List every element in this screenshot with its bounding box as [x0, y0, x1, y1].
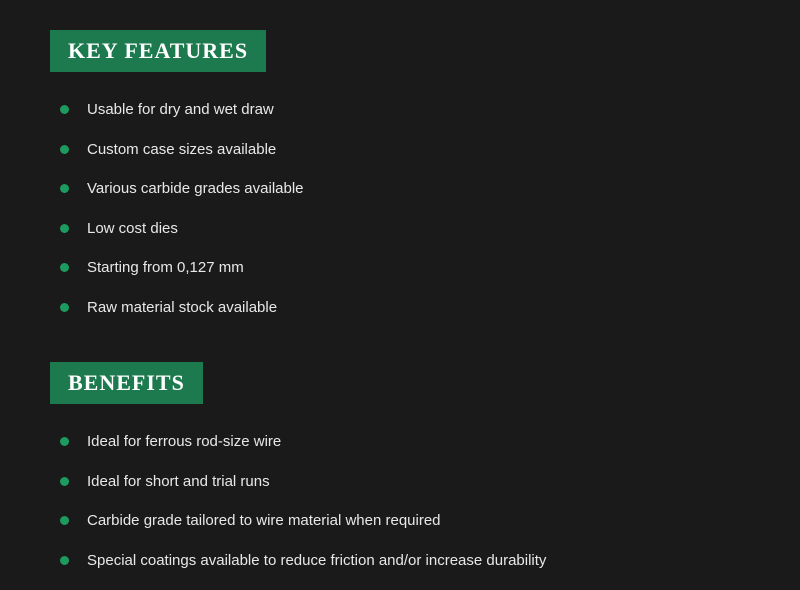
item-text: Low cost dies — [87, 219, 178, 239]
bullet-icon — [60, 477, 69, 486]
item-text: Usable for dry and wet draw — [87, 100, 274, 120]
bullet-icon — [60, 303, 69, 312]
list-item: Special coatings available to reduce fri… — [60, 551, 750, 571]
item-text: Various carbide grades available — [87, 179, 304, 199]
bullet-icon — [60, 184, 69, 193]
list-item: Raw material stock available — [60, 298, 750, 318]
list-item: Usable for dry and wet draw — [60, 100, 750, 120]
bullet-icon — [60, 224, 69, 233]
benefits-header: BENEFITS — [50, 362, 203, 404]
item-text: Starting from 0,127 mm — [87, 258, 244, 278]
list-item: Various carbide grades available — [60, 179, 750, 199]
bullet-icon — [60, 437, 69, 446]
list-item: Ideal for short and trial runs — [60, 472, 750, 492]
item-text: Special coatings available to reduce fri… — [87, 551, 546, 571]
list-item: Starting from 0,127 mm — [60, 258, 750, 278]
list-item: Ideal for ferrous rod-size wire — [60, 432, 750, 452]
list-item: Carbide grade tailored to wire material … — [60, 511, 750, 531]
bullet-icon — [60, 556, 69, 565]
item-text: Ideal for short and trial runs — [87, 472, 270, 492]
list-item: Low cost dies — [60, 219, 750, 239]
list-item: Custom case sizes available — [60, 140, 750, 160]
bullet-icon — [60, 145, 69, 154]
key-features-section: KEY FEATURES Usable for dry and wet draw… — [50, 30, 750, 317]
item-text: Raw material stock available — [87, 298, 277, 318]
bullet-icon — [60, 263, 69, 272]
bullet-icon — [60, 105, 69, 114]
item-text: Carbide grade tailored to wire material … — [87, 511, 441, 531]
benefits-list: Ideal for ferrous rod-size wire Ideal fo… — [50, 432, 750, 570]
benefits-section: BENEFITS Ideal for ferrous rod-size wire… — [50, 362, 750, 570]
key-features-header: KEY FEATURES — [50, 30, 266, 72]
item-text: Ideal for ferrous rod-size wire — [87, 432, 281, 452]
key-features-list: Usable for dry and wet draw Custom case … — [50, 100, 750, 317]
item-text: Custom case sizes available — [87, 140, 276, 160]
bullet-icon — [60, 516, 69, 525]
